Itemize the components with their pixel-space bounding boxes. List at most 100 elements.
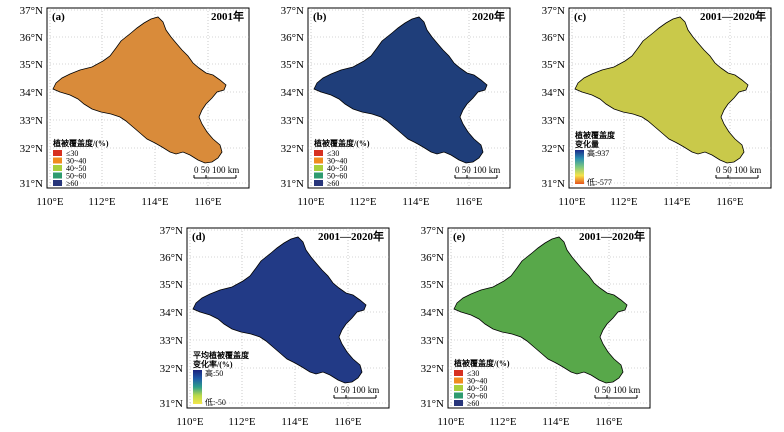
lon-tick-label: 110°E (297, 196, 324, 208)
legend-item-label: 30~40 (467, 377, 487, 386)
lat-tick-label: 37°N (281, 5, 304, 17)
scale-bar: 0 50 100 km (454, 165, 500, 179)
lon-tick-label: 114°E (663, 196, 690, 208)
legend-swatch (314, 180, 323, 186)
lon-tick-label: 112°E (489, 416, 516, 428)
lat-tick-label: 31°N (20, 178, 43, 190)
legend-subtitle: 变化率/(%) (193, 359, 233, 369)
scale-bar-label: 0 50 100 km (194, 165, 239, 175)
lon-tick-label: 112°E (88, 196, 115, 208)
legend-item-label: 50~60 (327, 172, 347, 181)
scale-bar-label: 0 50 100 km (455, 165, 500, 175)
lon-tick-label: 116°E (595, 416, 622, 428)
legend-swatch (454, 392, 463, 399)
lon-tick-label: 110°E (437, 416, 464, 428)
legend-item-label: 40~50 (327, 164, 347, 173)
legend-swatch (454, 370, 463, 376)
lon-tick-label: 116°E (334, 416, 361, 428)
legend-swatch (53, 150, 62, 156)
legend-swatch (53, 172, 62, 179)
legend-gradient-bar (575, 150, 584, 184)
map-figure-a: 110°E 112°E 114°E 116°E 37°N 36°N 35°N 34°N 33°N… (20, 5, 250, 208)
legend-swatch (53, 180, 62, 186)
henan-province-shape (192, 236, 367, 384)
scale-bar: 0 50 100 km (333, 385, 379, 399)
map-figure-e: 110°E 112°E 114°E 116°E 37°N 36°N 35°N 34°N 33°N… (421, 225, 651, 428)
lat-tick-label: 36°N (421, 252, 444, 264)
lat-tick-label: 36°N (20, 32, 43, 44)
legend-item-label: 30~40 (66, 157, 86, 166)
lon-tick-label: 114°E (542, 416, 569, 428)
scale-bar-label: 0 50 100 km (595, 385, 640, 395)
lat-tick-label: 32°N (542, 143, 565, 155)
lat-tick-label: 31°N (281, 178, 304, 190)
lon-tick-label: 112°E (610, 196, 637, 208)
lat-tick-label: 32°N (281, 143, 304, 155)
legend-item-label: 50~60 (467, 392, 487, 401)
legend-high-label: 高:50 (205, 368, 223, 378)
scale-bar: 0 50 100 km (715, 165, 761, 179)
henan-province-shape (453, 236, 628, 384)
legend-low-label: 低:-577 (587, 177, 612, 187)
panel-year: 2001—2020年 (318, 229, 384, 243)
lon-tick-label: 114°E (402, 196, 429, 208)
lon-tick-label: 110°E (558, 196, 585, 208)
lat-tick-label: 33°N (281, 115, 304, 127)
lon-tick-label: 110°E (36, 196, 63, 208)
map-panel-c: 110°E 112°E 114°E 116°E 37°N 36°N 35°N 34°N 33°N… (522, 0, 784, 212)
lon-tick-label: 116°E (194, 196, 221, 208)
lat-tick-label: 35°N (542, 59, 565, 71)
lat-tick-label: 35°N (421, 279, 444, 291)
legend-low-label: 低:-50 (205, 397, 226, 407)
henan-province-shape (52, 16, 227, 164)
scale-bar: 0 50 100 km (594, 385, 640, 399)
lat-tick-label: 33°N (542, 115, 565, 127)
lon-tick-label: 112°E (349, 196, 376, 208)
lat-tick-label: 36°N (160, 252, 183, 264)
scale-bar-label: 0 50 100 km (716, 165, 761, 175)
legend-swatch (454, 400, 463, 406)
lat-tick-label: 35°N (281, 59, 304, 71)
scale-bar: 0 50 100 km (193, 165, 239, 179)
legend-title: 植被覆盖度/(%) (313, 138, 370, 148)
panel-letter: (a) (52, 11, 65, 23)
lat-tick-label: 37°N (160, 225, 183, 237)
lat-tick-label: 33°N (20, 115, 43, 127)
lat-tick-label: 34°N (281, 87, 304, 99)
legend-subtitle: 变化量 (575, 139, 599, 149)
panel-year: 2001年 (211, 9, 244, 23)
lat-tick-label: 33°N (421, 335, 444, 347)
panel-year: 2001—2020年 (700, 9, 766, 23)
panel-letter: (c) (574, 11, 587, 23)
legend-item-label: 50~60 (66, 172, 86, 181)
lat-tick-label: 31°N (542, 178, 565, 190)
legend-swatch (314, 165, 323, 171)
legend-swatch (53, 157, 62, 164)
panel-letter: (b) (313, 11, 327, 23)
legend-title: 植被覆盖度 (574, 130, 616, 140)
lat-tick-label: 31°N (160, 398, 183, 410)
map-figure-d: 110°E 112°E 114°E 116°E 37°N 36°N 35°N 34°N 33°N… (160, 225, 390, 428)
legend-title: 植被覆盖度/(%) (52, 138, 109, 148)
lon-tick-label: 114°E (141, 196, 168, 208)
legend-item-label: ≥60 (66, 179, 78, 188)
legend-item-label: ≥60 (467, 399, 479, 408)
legend-high-label: 高:937 (587, 148, 609, 158)
legend-title: 平均植被覆盖度 (193, 350, 250, 360)
lon-tick-label: 110°E (176, 416, 203, 428)
lat-tick-label: 34°N (160, 307, 183, 319)
legend-item-label: ≤30 (467, 369, 479, 378)
legend-swatch (314, 172, 323, 179)
legend-item-label: ≥60 (327, 179, 339, 188)
scale-bar-label: 0 50 100 km (334, 385, 379, 395)
lon-tick-label: 116°E (455, 196, 482, 208)
lat-tick-label: 31°N (421, 398, 444, 410)
lon-tick-label: 116°E (716, 196, 743, 208)
lon-tick-label: 114°E (281, 416, 308, 428)
lat-tick-label: 35°N (160, 279, 183, 291)
lat-tick-label: 36°N (542, 32, 565, 44)
legend-item-label: 30~40 (327, 157, 347, 166)
